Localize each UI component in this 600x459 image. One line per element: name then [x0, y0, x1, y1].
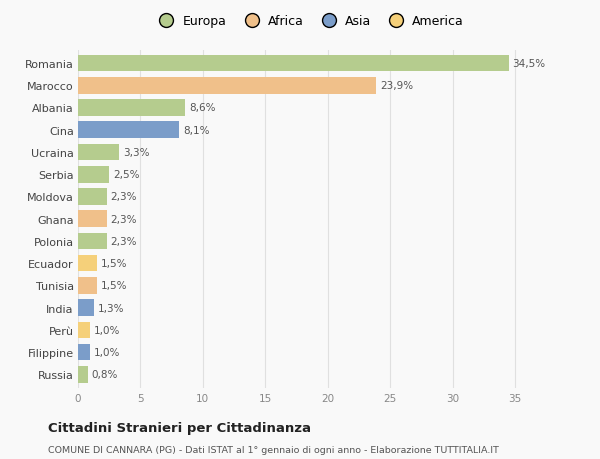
Text: 3,3%: 3,3%: [123, 148, 149, 157]
Text: 0,8%: 0,8%: [92, 369, 118, 380]
Text: 8,1%: 8,1%: [183, 125, 209, 135]
Bar: [78, 78, 376, 95]
Text: 1,5%: 1,5%: [100, 258, 127, 269]
Bar: [78, 56, 509, 72]
Text: 2,3%: 2,3%: [110, 214, 137, 224]
Text: 1,0%: 1,0%: [94, 325, 121, 335]
Bar: [78, 100, 185, 117]
Bar: [78, 322, 91, 338]
Text: 1,0%: 1,0%: [94, 347, 121, 358]
Text: 1,3%: 1,3%: [98, 303, 124, 313]
Text: COMUNE DI CANNARA (PG) - Dati ISTAT al 1° gennaio di ogni anno - Elaborazione TU: COMUNE DI CANNARA (PG) - Dati ISTAT al 1…: [48, 445, 499, 454]
Bar: [78, 277, 97, 294]
Text: 23,9%: 23,9%: [380, 81, 413, 91]
Legend: Europa, Africa, Asia, America: Europa, Africa, Asia, America: [151, 13, 467, 31]
Bar: [78, 344, 91, 361]
Text: Cittadini Stranieri per Cittadinanza: Cittadini Stranieri per Cittadinanza: [48, 421, 311, 434]
Text: 2,5%: 2,5%: [113, 170, 139, 180]
Bar: [78, 167, 109, 183]
Text: 1,5%: 1,5%: [100, 281, 127, 291]
Bar: [78, 366, 88, 383]
Text: 2,3%: 2,3%: [110, 236, 137, 246]
Text: 2,3%: 2,3%: [110, 192, 137, 202]
Text: 34,5%: 34,5%: [512, 59, 545, 69]
Text: 8,6%: 8,6%: [189, 103, 215, 113]
Bar: [78, 189, 107, 205]
Bar: [78, 144, 119, 161]
Bar: [78, 211, 107, 228]
Bar: [78, 300, 94, 316]
Bar: [78, 255, 97, 272]
Bar: [78, 233, 107, 250]
Bar: [78, 122, 179, 139]
